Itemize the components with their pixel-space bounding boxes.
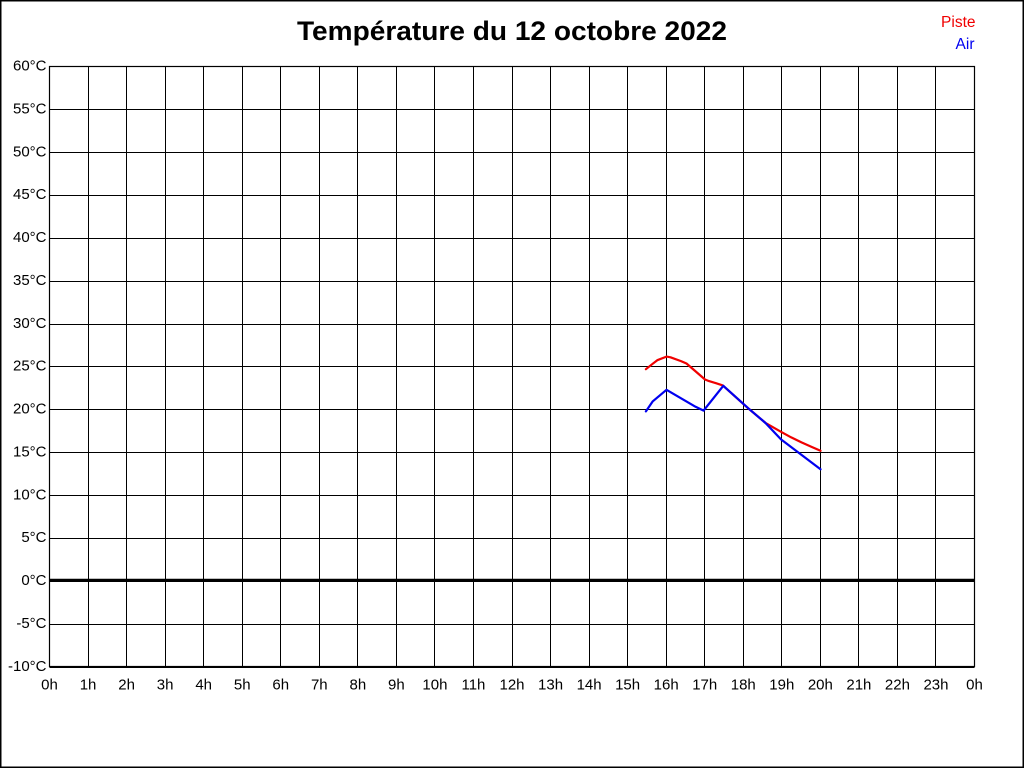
- svg-text:60°C: 60°C: [13, 58, 47, 75]
- svg-text:45°C: 45°C: [13, 186, 47, 203]
- svg-text:12h: 12h: [499, 677, 524, 694]
- svg-text:13h: 13h: [538, 677, 563, 694]
- svg-text:19h: 19h: [769, 677, 794, 694]
- svg-text:Température du 12 octobre 2022: Température du 12 octobre 2022: [297, 16, 727, 46]
- svg-text:0°C: 0°C: [21, 572, 46, 589]
- svg-text:5°C: 5°C: [21, 529, 46, 546]
- svg-text:10h: 10h: [422, 677, 447, 694]
- svg-text:-5°C: -5°C: [16, 615, 46, 632]
- svg-text:8h: 8h: [349, 677, 366, 694]
- svg-text:21h: 21h: [846, 677, 871, 694]
- svg-text:23h: 23h: [923, 677, 948, 694]
- svg-text:11h: 11h: [461, 677, 485, 694]
- svg-text:40°C: 40°C: [13, 229, 47, 246]
- svg-text:14h: 14h: [577, 677, 602, 694]
- svg-text:4h: 4h: [195, 677, 212, 694]
- svg-text:Piste: Piste: [941, 14, 975, 31]
- svg-text:6h: 6h: [272, 677, 289, 694]
- svg-text:50°C: 50°C: [13, 143, 47, 160]
- svg-text:10°C: 10°C: [13, 486, 47, 503]
- svg-text:17h: 17h: [692, 677, 717, 694]
- svg-text:-10°C: -10°C: [8, 658, 47, 675]
- svg-text:7h: 7h: [311, 677, 328, 694]
- svg-text:22h: 22h: [885, 677, 910, 694]
- svg-text:16h: 16h: [654, 677, 679, 694]
- svg-text:15h: 15h: [615, 677, 640, 694]
- svg-text:0h: 0h: [41, 677, 58, 694]
- svg-text:Air: Air: [956, 36, 975, 53]
- svg-text:35°C: 35°C: [13, 272, 47, 289]
- svg-text:25°C: 25°C: [13, 358, 47, 375]
- svg-text:20h: 20h: [808, 677, 833, 694]
- svg-text:9h: 9h: [388, 677, 405, 694]
- svg-text:55°C: 55°C: [13, 100, 47, 117]
- svg-text:20°C: 20°C: [13, 401, 47, 418]
- svg-text:3h: 3h: [157, 677, 174, 694]
- svg-text:30°C: 30°C: [13, 315, 47, 332]
- svg-text:5h: 5h: [234, 677, 251, 694]
- svg-text:0h: 0h: [966, 677, 983, 694]
- svg-text:18h: 18h: [731, 677, 756, 694]
- svg-text:15°C: 15°C: [13, 443, 47, 460]
- svg-text:1h: 1h: [80, 677, 97, 694]
- svg-text:2h: 2h: [118, 677, 135, 694]
